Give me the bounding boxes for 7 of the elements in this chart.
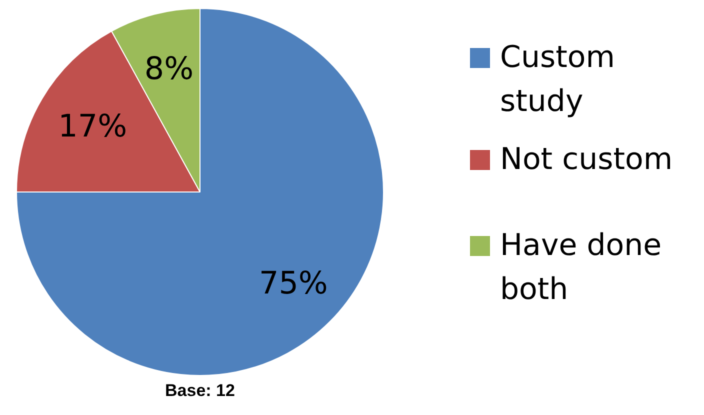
legend-label: Not custom xyxy=(500,141,673,179)
data-label: 17% xyxy=(58,108,128,145)
data-label: 75% xyxy=(258,265,328,302)
data-label: 8% xyxy=(144,51,194,88)
legend-label: Custom study xyxy=(500,39,616,121)
legend-label: Have done both xyxy=(500,227,663,309)
text: Base: 12 xyxy=(164,381,236,401)
